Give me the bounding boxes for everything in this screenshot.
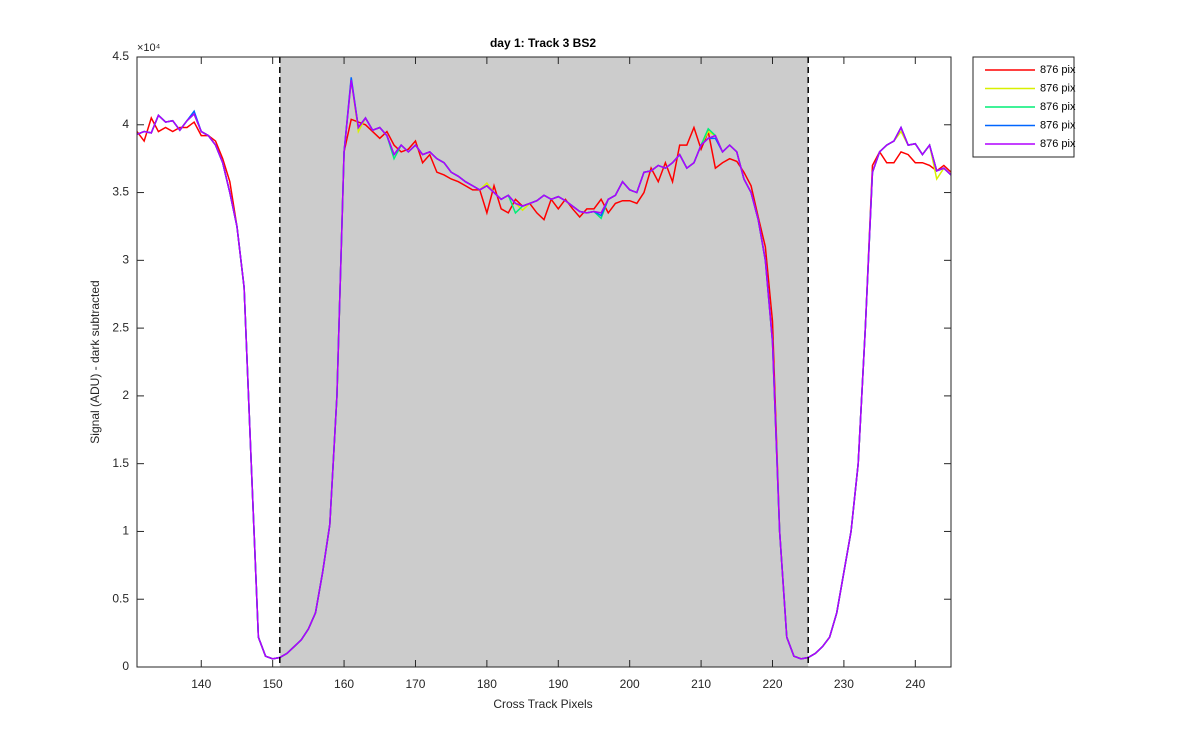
x-tick-label: 220 [762,677,782,691]
y-multiplier: ×10⁴ [137,42,161,54]
x-tick-label: 210 [691,677,711,691]
data-line [136,79,952,660]
x-tick-label: 170 [405,677,425,691]
x-tick-label: 190 [548,677,568,691]
legend-label: 876 pix [1040,101,1076,113]
y-tick-label: 4 [122,117,129,131]
x-axis-label: Cross Track Pixels [493,697,592,711]
shaded-region [279,57,809,667]
y-tick-label: 3.5 [112,185,129,199]
y-tick-label: 3 [122,253,129,267]
y-tick-label: 0.5 [112,591,129,605]
legend-label: 876 pix [1040,82,1076,94]
y-tick-label: 2.5 [112,320,129,334]
legend-label: 876 pix [1040,119,1076,131]
legend-label: 876 pix [1040,64,1076,76]
y-axis-label: Signal (ADU) - dark subtracted [88,280,102,443]
y-tick-label: 4.5 [112,49,129,63]
y-tick-label: 2 [122,388,129,402]
x-tick-label: 140 [191,677,211,691]
y-tick-label: 1.5 [112,456,129,470]
x-tick-label: 150 [263,677,283,691]
x-tick-label: 180 [477,677,497,691]
y-tick-label: 1 [122,524,129,538]
chart-title: day 1: Track 3 BS2 [490,36,596,50]
x-tick-label: 200 [620,677,640,691]
x-tick-label: 240 [905,677,925,691]
legend-label: 876 pix [1040,138,1076,150]
x-tick-label: 230 [834,677,854,691]
x-tick-label: 160 [334,677,354,691]
axes-box [136,56,952,668]
y-tick-label: 0 [122,659,129,673]
